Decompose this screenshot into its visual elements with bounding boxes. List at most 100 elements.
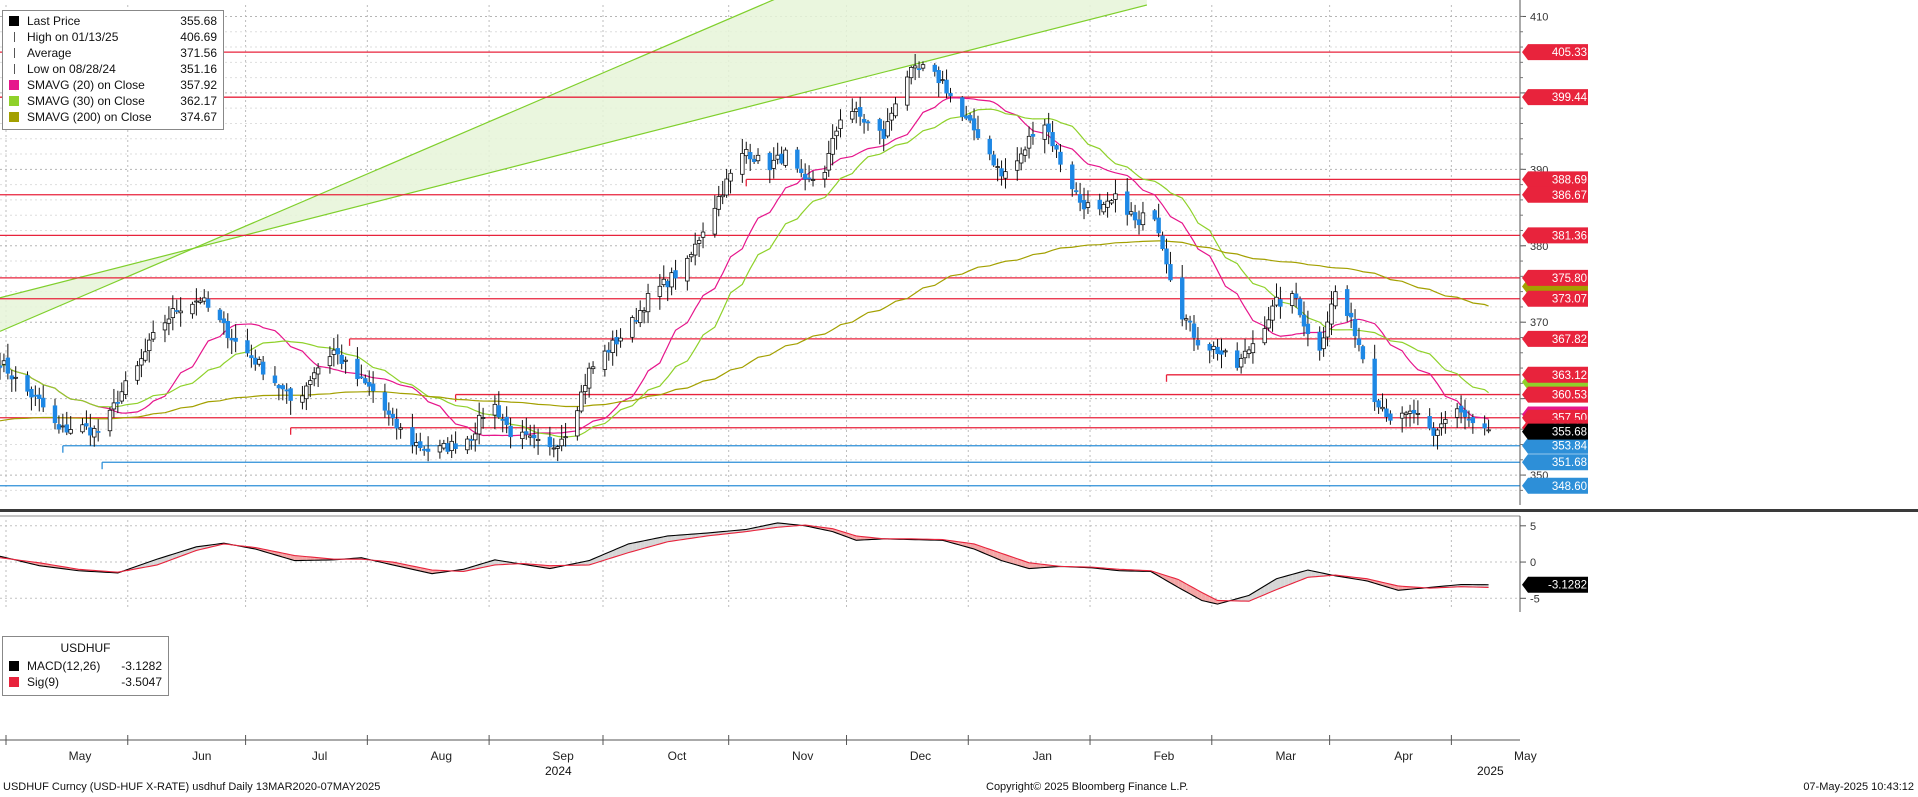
candle-body	[315, 367, 321, 375]
candle-body	[881, 128, 886, 139]
candle-body	[995, 166, 1000, 168]
candle-body	[225, 320, 231, 339]
signal-line	[0, 524, 1489, 602]
candle-body	[712, 207, 718, 235]
candle-body	[1443, 419, 1448, 424]
level-tag-363-12-bg	[1522, 366, 1588, 383]
candle-body	[473, 433, 478, 441]
macd-fill	[1398, 585, 1403, 591]
candle-body	[1376, 400, 1381, 408]
candle-body	[1466, 418, 1472, 421]
macd-fill	[498, 560, 503, 565]
candle-body	[783, 149, 788, 166]
candle-body	[834, 130, 839, 137]
level-tag-386-67-bg	[1522, 186, 1588, 203]
month-label-oct: Oct	[668, 749, 687, 763]
candle-body	[1407, 410, 1413, 414]
candle-body	[1360, 346, 1366, 360]
candle-body	[229, 337, 234, 341]
candle-body	[1321, 337, 1326, 350]
macd-fill	[1268, 581, 1273, 593]
candle-body	[480, 417, 486, 419]
macd-panel	[0, 509, 1918, 605]
candle-body	[284, 389, 289, 392]
macd-fill	[1005, 554, 1010, 563]
macd-last-tag: -3.1282	[1548, 580, 1587, 592]
candle-body	[453, 443, 458, 449]
candle-body	[1211, 345, 1216, 350]
candle-body	[1050, 132, 1055, 147]
candle-body	[1317, 331, 1322, 351]
candle-body	[999, 168, 1004, 177]
candle-body	[221, 318, 227, 324]
square-marker-icon	[9, 677, 19, 687]
candle-body	[857, 107, 863, 117]
candle-body	[747, 152, 753, 160]
legend-label: High on 01/13/25	[27, 30, 119, 44]
level-tag-363-12: 363.12	[1552, 370, 1587, 382]
candle-body	[1301, 314, 1307, 327]
macd-fill	[624, 543, 629, 554]
candle-body	[1180, 277, 1185, 320]
footer-copyright: Copyright© 2025 Bloomberg Finance L.P.	[986, 781, 1189, 793]
candle-body	[441, 442, 447, 449]
candle-body	[909, 66, 914, 79]
candle-body	[1380, 406, 1385, 410]
macd-fill	[1021, 560, 1026, 568]
level-tag-399-44: 399.44	[1552, 92, 1588, 104]
candle-body	[9, 375, 14, 380]
candle-body	[178, 310, 183, 314]
candle-body	[190, 303, 195, 315]
candle-body	[5, 357, 11, 374]
month-label-feb: Feb	[1154, 749, 1175, 763]
candle-body	[779, 153, 784, 164]
candle-body	[920, 64, 926, 69]
candle-body	[343, 359, 348, 362]
candle-body	[830, 137, 835, 155]
legend-row: SMAVG (20) on Close 357.92	[3, 77, 223, 93]
macd-fill	[1284, 575, 1289, 587]
candle-body	[940, 79, 945, 82]
channel-upper-line	[0, 4, 1148, 299]
legend-label: SMAVG (200) on Close	[27, 110, 152, 124]
candle-body	[555, 446, 560, 449]
macd-fill	[157, 557, 162, 565]
candle-body	[1235, 350, 1240, 368]
legend-value: 351.16	[180, 62, 217, 76]
candle-body	[107, 409, 113, 432]
candle-body	[1, 360, 7, 365]
candle-body	[638, 310, 643, 324]
candle-body	[1325, 321, 1330, 338]
candle-body	[370, 383, 376, 392]
candle-body	[198, 300, 203, 303]
candle-body	[335, 348, 340, 355]
macd-fill	[781, 523, 786, 527]
macd-fill	[1292, 573, 1297, 584]
candle-body	[249, 355, 254, 359]
macd-fill	[1213, 598, 1218, 605]
macd-fill	[1201, 592, 1206, 602]
macd-fill	[671, 535, 676, 542]
candle-body	[590, 366, 596, 370]
candle-body	[1109, 200, 1114, 204]
month-label-may: May	[1514, 749, 1537, 763]
candle-body	[802, 173, 808, 180]
candle-body	[1246, 349, 1252, 355]
candle-body	[508, 425, 513, 438]
legend-label: SMAVG (20) on Close	[27, 78, 145, 92]
candle-body	[1439, 423, 1444, 428]
candle-body	[602, 350, 608, 370]
level-tag-375-80: 375.80	[1552, 273, 1587, 285]
square-marker-icon	[9, 80, 19, 90]
candle-body	[586, 367, 592, 389]
candle-body	[1415, 413, 1421, 415]
candle-body	[531, 434, 537, 439]
candle-body	[559, 438, 564, 447]
candle-body	[610, 339, 615, 353]
candle-body	[143, 351, 148, 361]
macd-fill	[1245, 595, 1249, 602]
candle-body	[1022, 149, 1028, 156]
candle-body	[1085, 202, 1091, 208]
candle-body	[1356, 338, 1362, 346]
trend-channel	[0, 0, 1148, 332]
